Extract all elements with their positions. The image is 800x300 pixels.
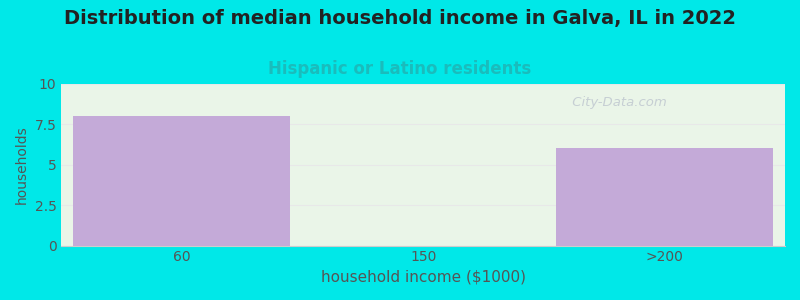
Bar bbox=[556, 148, 773, 246]
Text: Hispanic or Latino residents: Hispanic or Latino residents bbox=[268, 60, 532, 78]
Bar bbox=[74, 116, 290, 246]
Text: Distribution of median household income in Galva, IL in 2022: Distribution of median household income … bbox=[64, 9, 736, 28]
X-axis label: household income ($1000): household income ($1000) bbox=[321, 270, 526, 285]
Y-axis label: households: households bbox=[15, 125, 29, 204]
Text: City-Data.com: City-Data.com bbox=[568, 97, 666, 110]
